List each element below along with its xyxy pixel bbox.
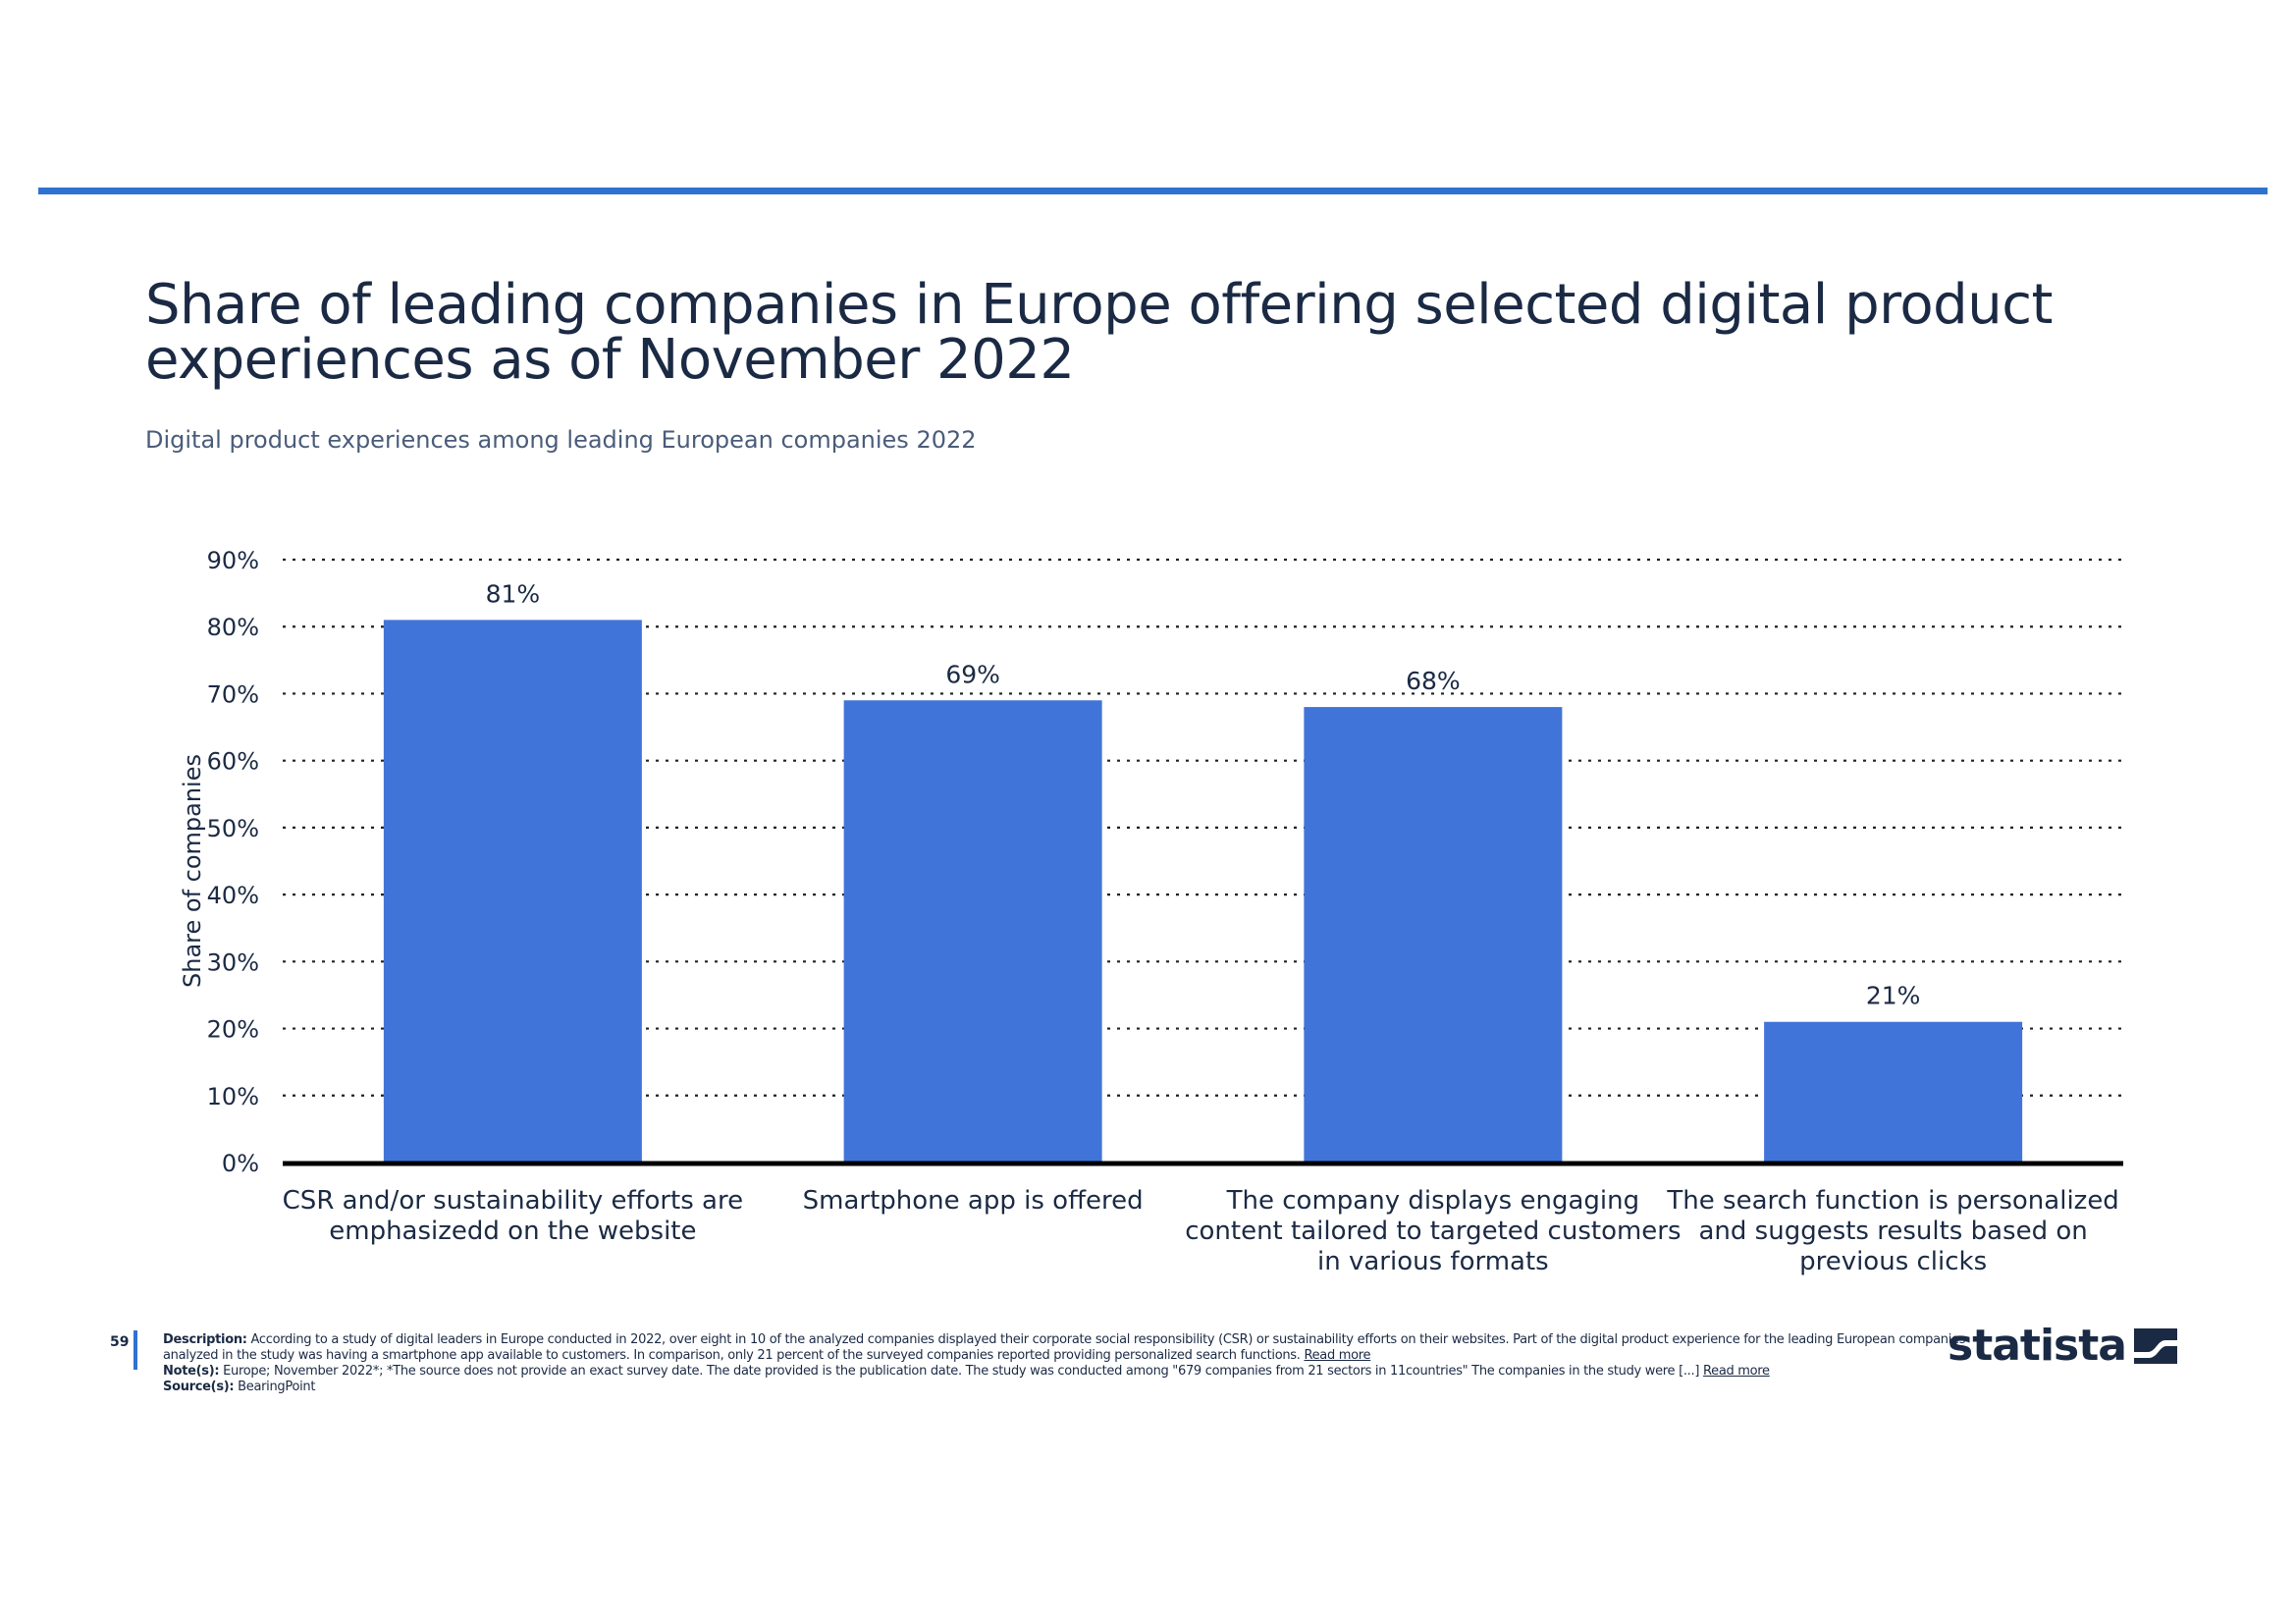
- x-tick-label: CSR and/or sustainability efforts are: [283, 1186, 743, 1216]
- data-label: 21%: [1866, 982, 1921, 1010]
- source-label: Source(s):: [163, 1380, 235, 1394]
- bar: [843, 700, 1102, 1163]
- read-more-link-description[interactable]: Read more: [1304, 1348, 1371, 1363]
- description-text: According to a study of digital leaders …: [163, 1332, 1966, 1363]
- data-label: 69%: [945, 660, 1000, 688]
- statista-logo[interactable]: statista: [1948, 1321, 2177, 1371]
- logo-wordmark: statista: [1948, 1321, 2127, 1371]
- note-label: Note(s):: [163, 1364, 220, 1379]
- y-tick-label: 50%: [207, 815, 259, 842]
- page-title: Share of leading companies in Europe off…: [145, 273, 2053, 392]
- y-axis-title: Share of companies: [179, 754, 206, 988]
- x-tick-label: in various formats: [1317, 1247, 1549, 1276]
- y-tick-label: 20%: [207, 1016, 259, 1044]
- page-number: 59: [110, 1334, 130, 1350]
- bar: [1764, 1021, 2023, 1163]
- x-tick-label: The company displays engaging: [1226, 1186, 1639, 1216]
- y-tick-label: 90%: [207, 547, 259, 574]
- y-tick-label: 10%: [207, 1083, 259, 1110]
- y-tick-label: 80%: [207, 614, 259, 641]
- note-line: Note(s): Europe; November 2022*; *The so…: [163, 1364, 1979, 1380]
- y-axis-ticks: 0% 10% 20% 30% 40% 50% 60% 70% 80% 90%: [207, 547, 259, 1177]
- y-tick-label: 70%: [207, 680, 259, 708]
- description-label: Description:: [163, 1332, 247, 1347]
- x-tick-label: previous clicks: [1799, 1247, 1987, 1276]
- note-text: Europe; November 2022*; *The source does…: [223, 1364, 1700, 1379]
- x-tick-label: emphasizedd on the website: [329, 1217, 696, 1246]
- y-tick-label: 40%: [207, 882, 259, 909]
- bar: [383, 620, 642, 1163]
- footer-notes: Description: According to a study of dig…: [163, 1332, 1979, 1395]
- read-more-link-note[interactable]: Read more: [1702, 1364, 1770, 1379]
- page-number-accent: [133, 1330, 137, 1370]
- y-tick-label: 30%: [207, 948, 259, 976]
- source-line: Source(s): BearingPoint: [163, 1380, 1979, 1395]
- x-tick-label: The search function is personalized: [1666, 1186, 2118, 1216]
- source-text: BearingPoint: [238, 1380, 316, 1394]
- x-axis-labels: CSR and/or sustainability efforts areemp…: [283, 1186, 2119, 1276]
- data-label: 68%: [1406, 667, 1461, 695]
- x-tick-label: Smartphone app is offered: [803, 1186, 1144, 1216]
- y-tick-label: 0%: [222, 1150, 259, 1177]
- data-label: 81%: [486, 579, 541, 608]
- y-tick-label: 60%: [207, 748, 259, 776]
- value-labels: 81% 69% 68% 21%: [486, 579, 1921, 1009]
- page-subtitle: Digital product experiences among leadin…: [145, 426, 977, 454]
- description-line: Description: According to a study of dig…: [163, 1332, 1979, 1364]
- x-tick-label: content tailored to targeted customers: [1185, 1217, 1681, 1246]
- bar: [1304, 707, 1563, 1163]
- bars: [383, 620, 2023, 1163]
- x-tick-label: and suggests results based on: [1698, 1217, 2087, 1246]
- statista-logo-icon: [2133, 1327, 2177, 1364]
- top-accent-rule: [38, 188, 2268, 194]
